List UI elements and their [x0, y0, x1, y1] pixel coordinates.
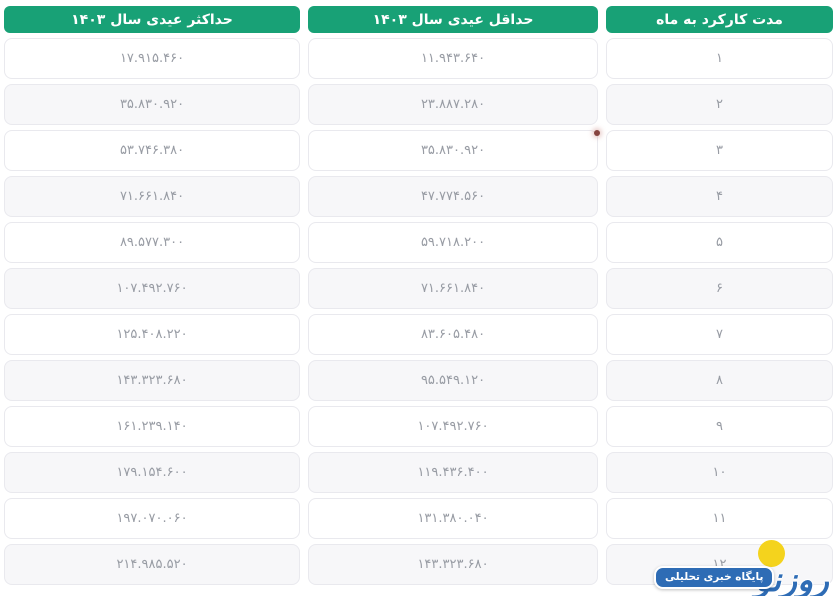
month-cell: ۹ — [606, 406, 833, 447]
max-eidi-cell: ۸۹.۵۷۷.۳۰۰ — [4, 222, 300, 263]
max-eidi-cell: ۱۷.۹۱۵.۴۶۰ — [4, 38, 300, 79]
logo-yellow-circle-icon — [758, 540, 785, 567]
min-eidi-cell: ۵۹.۷۱۸.۲۰۰ — [308, 222, 598, 263]
month-cell: ۱۰ — [606, 452, 833, 493]
max-eidi-cell: ۱۰۷.۴۹۲.۷۶۰ — [4, 268, 300, 309]
month-cell: ۳ — [606, 130, 833, 171]
min-eidi-cell: ۱۴۳.۳۲۳.۶۸۰ — [308, 544, 598, 585]
logo-tagline: پایگاه خبری تحلیلی — [654, 566, 775, 589]
max-eidi-cell: ۱۴۳.۳۲۳.۶۸۰ — [4, 360, 300, 401]
max-eidi-cell: ۳۵.۸۳۰.۹۲۰ — [4, 84, 300, 125]
max-eidi-cell: ۲۱۴.۹۸۵.۵۲۰ — [4, 544, 300, 585]
month-cell: ۵ — [606, 222, 833, 263]
red-dot-artifact — [594, 130, 600, 136]
column-header-max-eidi: حداکثر عیدی سال ۱۴۰۳ — [4, 6, 300, 33]
month-cell: ۱۱ — [606, 498, 833, 539]
column-header-months: مدت کارکرد به ماه — [606, 6, 833, 33]
month-cell: ۶ — [606, 268, 833, 309]
min-eidi-cell: ۷۱.۶۶۱.۸۴۰ — [308, 268, 598, 309]
eidi-table: مدت کارکرد به ماه حداقل عیدی سال ۱۴۰۳ حد… — [4, 6, 833, 585]
min-eidi-cell: ۱۱۹.۴۳۶.۴۰۰ — [308, 452, 598, 493]
max-eidi-cell: ۵۳.۷۴۶.۳۸۰ — [4, 130, 300, 171]
min-eidi-cell: ۸۳.۶۰۵.۴۸۰ — [308, 314, 598, 355]
month-cell: ۸ — [606, 360, 833, 401]
min-eidi-cell: ۳۵.۸۳۰.۹۲۰ — [308, 130, 598, 171]
min-eidi-cell: ۱۰۷.۴۹۲.۷۶۰ — [308, 406, 598, 447]
max-eidi-cell: ۱۶۱.۲۳۹.۱۴۰ — [4, 406, 300, 447]
month-cell: ۱ — [606, 38, 833, 79]
min-eidi-cell: ۱۱.۹۴۳.۶۴۰ — [308, 38, 598, 79]
min-eidi-cell: ۴۷.۷۷۴.۵۶۰ — [308, 176, 598, 217]
min-eidi-cell: ۹۵.۵۴۹.۱۲۰ — [308, 360, 598, 401]
rooz-no-watermark: روزنو پایگاه خبری تحلیلی — [654, 540, 829, 596]
min-eidi-cell: ۲۳.۸۸۷.۲۸۰ — [308, 84, 598, 125]
max-eidi-cell: ۱۹۷.۰۷۰.۰۶۰ — [4, 498, 300, 539]
max-eidi-cell: ۷۱.۶۶۱.۸۴۰ — [4, 176, 300, 217]
column-header-min-eidi: حداقل عیدی سال ۱۴۰۳ — [308, 6, 598, 33]
min-eidi-cell: ۱۳۱.۳۸۰.۰۴۰ — [308, 498, 598, 539]
max-eidi-cell: ۱۲۵.۴۰۸.۲۲۰ — [4, 314, 300, 355]
max-eidi-cell: ۱۷۹.۱۵۴.۶۰۰ — [4, 452, 300, 493]
month-cell: ۲ — [606, 84, 833, 125]
month-cell: ۴ — [606, 176, 833, 217]
month-cell: ۷ — [606, 314, 833, 355]
